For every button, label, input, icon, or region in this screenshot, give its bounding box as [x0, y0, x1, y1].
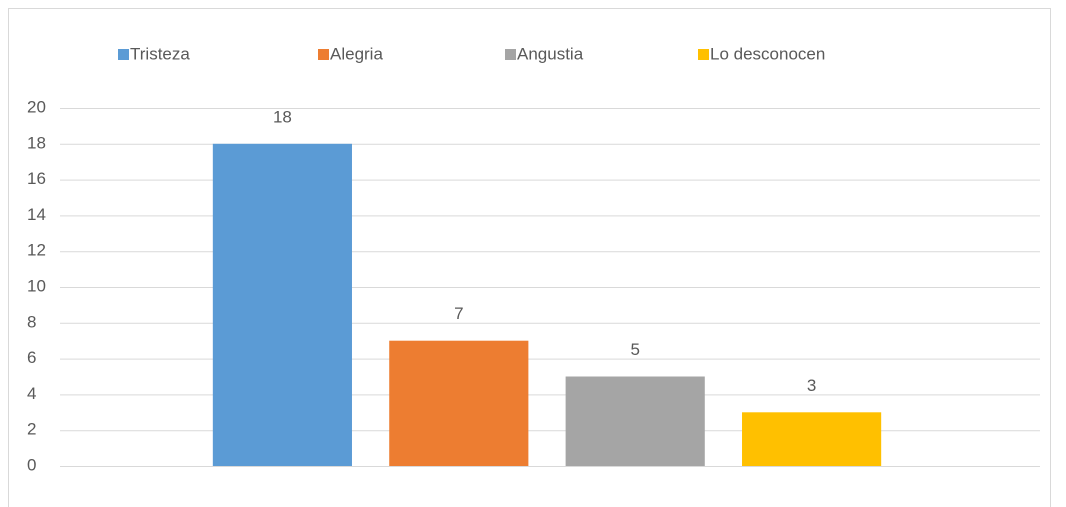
y-tick-label: 10: [27, 276, 46, 295]
y-tick-label: 0: [27, 455, 36, 474]
chart-border: [8, 8, 1051, 507]
bar: [565, 376, 705, 466]
y-tick-label: 4: [27, 384, 36, 403]
y-tick-label: 14: [27, 205, 46, 224]
bar: [389, 340, 529, 466]
legend-swatch: [118, 49, 129, 60]
y-tick-label: 12: [27, 241, 46, 260]
bar: [212, 143, 352, 467]
data-label: 7: [454, 304, 463, 323]
legend-swatch: [698, 49, 709, 60]
legend-label: Alegria: [330, 44, 383, 63]
data-label: 18: [273, 107, 292, 126]
y-tick-label: 2: [27, 420, 36, 439]
y-tick-label: 8: [27, 312, 36, 331]
bar: [742, 412, 882, 466]
y-tick-label: 20: [27, 97, 46, 116]
y-tick-label: 16: [27, 169, 46, 188]
data-label: 3: [807, 376, 816, 395]
legend-label: Tristeza: [130, 44, 190, 63]
data-label: 5: [630, 340, 639, 359]
y-tick-label: 18: [27, 133, 46, 152]
legend-swatch: [505, 49, 516, 60]
legend-label: Angustia: [517, 44, 584, 63]
legend-swatch: [318, 49, 329, 60]
y-tick-label: 6: [27, 348, 36, 367]
legend-label: Lo desconocen: [710, 44, 825, 63]
